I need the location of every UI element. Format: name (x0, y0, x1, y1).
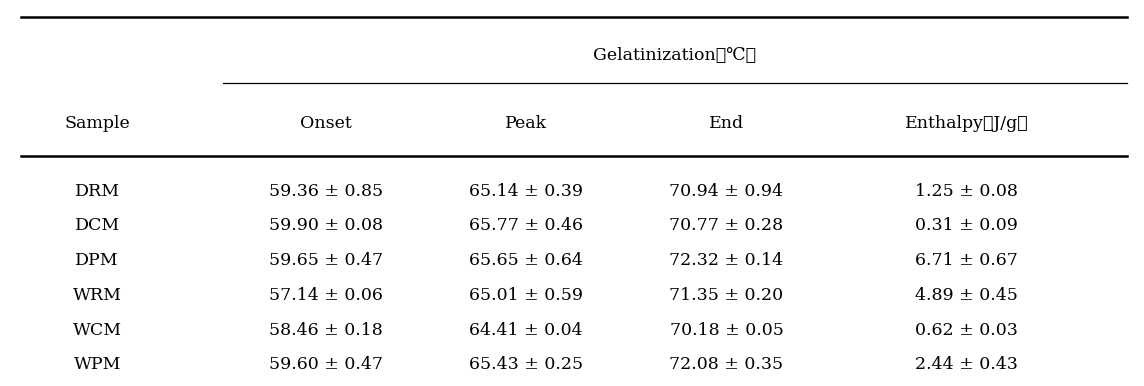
Text: WRM: WRM (73, 287, 121, 304)
Text: 6.71 ± 0.67: 6.71 ± 0.67 (915, 252, 1018, 269)
Text: Onset: Onset (300, 115, 352, 132)
Text: 65.43 ± 0.25: 65.43 ± 0.25 (469, 356, 583, 373)
Text: 65.77 ± 0.46: 65.77 ± 0.46 (469, 217, 583, 234)
Text: 71.35 ± 0.20: 71.35 ± 0.20 (669, 287, 784, 304)
Text: 0.62 ± 0.03: 0.62 ± 0.03 (915, 322, 1018, 339)
Text: 70.18 ± 0.05: 70.18 ± 0.05 (669, 322, 784, 339)
Text: 70.77 ± 0.28: 70.77 ± 0.28 (669, 217, 784, 234)
Text: 2.44 ± 0.43: 2.44 ± 0.43 (915, 356, 1018, 373)
Text: 58.46 ± 0.18: 58.46 ± 0.18 (269, 322, 383, 339)
Text: 59.90 ± 0.08: 59.90 ± 0.08 (269, 217, 383, 234)
Text: 65.65 ± 0.64: 65.65 ± 0.64 (469, 252, 583, 269)
Text: 72.32 ± 0.14: 72.32 ± 0.14 (669, 252, 784, 269)
Text: 64.41 ± 0.04: 64.41 ± 0.04 (469, 322, 583, 339)
Text: 65.14 ± 0.39: 65.14 ± 0.39 (469, 183, 583, 200)
Text: 65.01 ± 0.59: 65.01 ± 0.59 (469, 287, 583, 304)
Text: DCM: DCM (74, 217, 120, 234)
Text: 72.08 ± 0.35: 72.08 ± 0.35 (669, 356, 784, 373)
Text: Peak: Peak (506, 115, 547, 132)
Text: 57.14 ± 0.06: 57.14 ± 0.06 (269, 287, 383, 304)
Text: End: End (709, 115, 744, 132)
Text: WPM: WPM (73, 356, 121, 373)
Text: DPM: DPM (76, 252, 119, 269)
Text: WCM: WCM (73, 322, 121, 339)
Text: 59.65 ± 0.47: 59.65 ± 0.47 (269, 252, 383, 269)
Text: 0.31 ± 0.09: 0.31 ± 0.09 (915, 217, 1018, 234)
Text: DRM: DRM (74, 183, 120, 200)
Text: 59.60 ± 0.47: 59.60 ± 0.47 (269, 356, 383, 373)
Text: 70.94 ± 0.94: 70.94 ± 0.94 (669, 183, 784, 200)
Text: 4.89 ± 0.45: 4.89 ± 0.45 (915, 287, 1018, 304)
Text: Sample: Sample (64, 115, 130, 132)
Text: 1.25 ± 0.08: 1.25 ± 0.08 (915, 183, 1018, 200)
Text: Gelatinization（℃）: Gelatinization（℃） (594, 47, 756, 64)
Text: Enthalpy（J/g）: Enthalpy（J/g） (905, 115, 1028, 132)
Text: 59.36 ± 0.85: 59.36 ± 0.85 (269, 183, 383, 200)
